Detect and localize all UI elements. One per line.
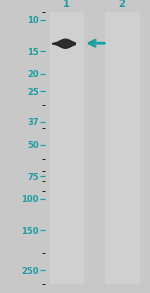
Bar xyxy=(105,12,139,284)
Bar xyxy=(50,12,83,284)
